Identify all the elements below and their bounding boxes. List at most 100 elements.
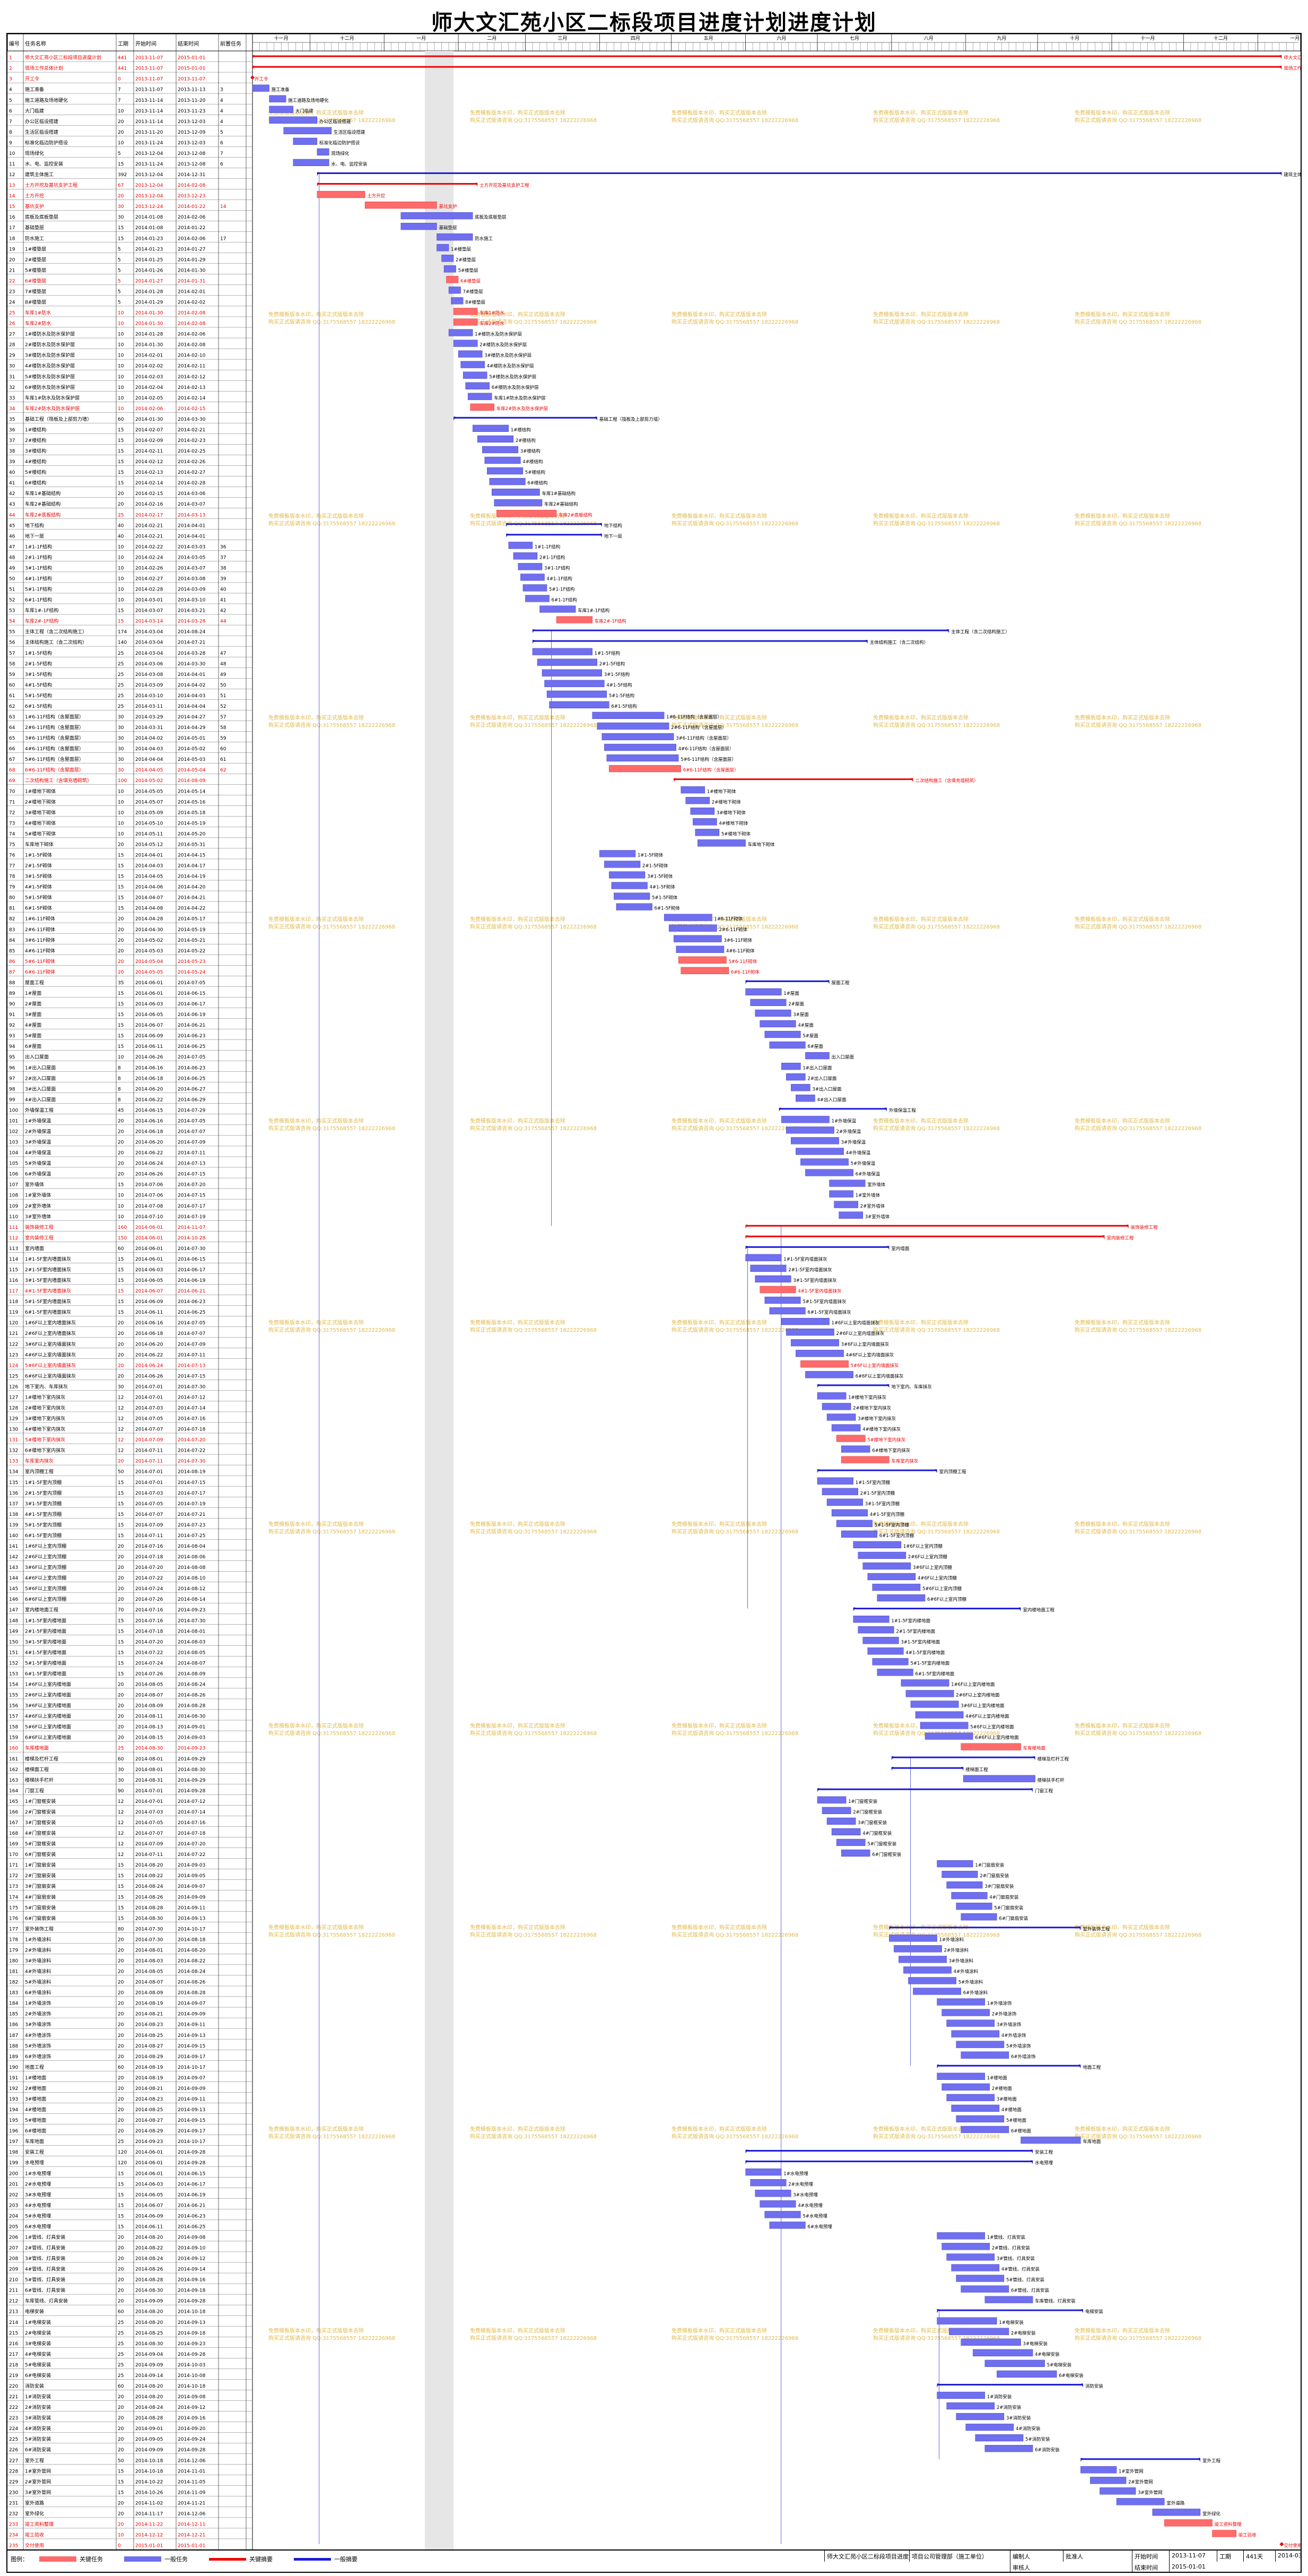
- task-name: 6#外墙涂料: [25, 1990, 51, 1996]
- task-duration: 25: [118, 2373, 124, 2379]
- task-duration: 5: [118, 289, 121, 294]
- task-id: 47: [9, 544, 15, 550]
- task-bar-label: 5#屋面: [803, 1034, 818, 1039]
- task-id: 59: [9, 672, 15, 678]
- summary-bar: [454, 417, 597, 419]
- task-id: 102: [9, 1129, 18, 1134]
- month-label: 九月: [997, 36, 1006, 41]
- task-start: 2014-02-28: [135, 587, 163, 593]
- task-bar-label: 车库2#基础结构: [544, 501, 578, 507]
- info-end-value: 2015-01-01: [1169, 2562, 1217, 2573]
- task-name: 室内墙面: [25, 1245, 44, 1252]
- task-finish: 2014-10-18: [178, 2384, 206, 2389]
- task-duration: 30: [118, 1767, 124, 1773]
- task-start: 2014-06-24: [135, 1363, 163, 1368]
- task-finish: 2014-09-29: [178, 1757, 206, 1762]
- task-name: 3#1-5F室内顶棚: [25, 1501, 62, 1507]
- task-name: 5#6F以上室内顶棚: [25, 1585, 66, 1592]
- watermark-line: 免费模板版本水印，购买正式版版本去除: [672, 1117, 767, 1124]
- task-finish: 2014-07-20: [178, 1438, 206, 1443]
- watermark-line: 免费模板版本水印，购买正式版版本去除: [470, 311, 565, 318]
- task-id: 139: [9, 1523, 18, 1528]
- task-id: 1: [9, 56, 12, 61]
- task-duration: 20: [118, 2267, 124, 2273]
- summary-bar: [674, 778, 913, 780]
- task-bar-label: 3#门窗扇安装: [984, 1884, 1014, 1889]
- task-bar-label: 1#外墙涂料: [939, 1937, 964, 1942]
- task-id: 129: [9, 1417, 18, 1422]
- task-name: 车库1#防水: [25, 310, 51, 316]
- task-pred: 17: [220, 236, 226, 241]
- watermark-line: 免费模板版本水印，购买正式版版本去除: [268, 1319, 364, 1326]
- task-duration: 20: [118, 2246, 124, 2251]
- task-start: 2014-05-07: [135, 800, 163, 805]
- task-start: 2014-06-01: [135, 2161, 163, 2166]
- task-name: 2#管线、灯具安装: [25, 2245, 65, 2251]
- summary-cap-right: [947, 629, 949, 634]
- task-duration: 20: [118, 2501, 124, 2506]
- task-bar: [496, 510, 557, 517]
- task-bar-label: 4#6-11F结构（含屋面层）: [678, 746, 734, 752]
- summary-cap-right: [599, 523, 602, 527]
- task-finish: 2014-05-02: [178, 747, 205, 752]
- task-id: 233: [9, 2522, 18, 2528]
- task-bar: [889, 1935, 937, 1942]
- task-start: 2014-06-20: [135, 1342, 163, 1347]
- task-finish: 2014-10-17: [178, 2139, 205, 2145]
- task-finish: 2014-08-12: [178, 1586, 205, 1592]
- watermark-line: 购买正式版请咨询 QQ:3175568557 18222226968: [1075, 318, 1201, 325]
- task-bar: [1164, 2519, 1213, 2527]
- task-id: 222: [9, 2405, 18, 2410]
- task-bar: [293, 137, 318, 145]
- task-finish: 2014-05-23: [178, 959, 205, 965]
- task-bar: [948, 2328, 1009, 2335]
- task-duration: 20: [118, 1459, 124, 1464]
- task-bar-label: 1#出入口屋面: [803, 1065, 832, 1071]
- summary-cap-left: [745, 1235, 748, 1239]
- task-duration: 20: [118, 1937, 124, 1942]
- task-bar: [764, 2211, 801, 2218]
- task-finish: 2014-12-06: [178, 2458, 206, 2464]
- task-finish: 2014-03-10: [178, 598, 206, 603]
- task-start: 2014-08-20: [135, 2395, 163, 2400]
- watermark-line: 购买正式版请咨询 QQ:3175568557 18222226968: [672, 520, 798, 527]
- watermark-line: 免费模板版本水印，购买正式版版本去除: [672, 1924, 767, 1931]
- task-name: 消防安装: [25, 2383, 44, 2389]
- task-bar-label: 防水施工: [475, 236, 493, 241]
- task-duration: 25: [118, 683, 124, 688]
- task-start: 2014-06-24: [135, 1161, 163, 1167]
- task-id: 99: [9, 1097, 15, 1103]
- task-duration: 15: [118, 1650, 124, 1655]
- task-duration: 20: [118, 1172, 124, 1177]
- task-bar: [697, 839, 746, 847]
- task-bar-label: 1#屋面: [783, 991, 799, 996]
- task-duration: 20: [118, 2416, 124, 2421]
- task-finish: 2014-09-10: [178, 2246, 206, 2251]
- task-bar-label: 1#外墙保温: [832, 1118, 857, 1124]
- task-bar-label: 4#外墙保温: [846, 1150, 871, 1156]
- watermark-line: 购买正式版请咨询 QQ:3175568557 18222226968: [672, 1730, 798, 1737]
- summary-bar: [817, 1469, 937, 1471]
- task-finish: 2014-07-11: [178, 1151, 205, 1156]
- task-bar: [946, 2402, 995, 2410]
- task-name: 5#楼地面: [25, 2117, 46, 2123]
- task-bar: [465, 382, 490, 389]
- task-duration: 20: [118, 2288, 124, 2294]
- task-pred: 36: [220, 544, 226, 550]
- task-bar-label: 4#6-11F砌体: [726, 948, 755, 954]
- watermark-line: 免费模板版本水印，购买正式版版本去除: [873, 109, 969, 116]
- task-duration: 15: [118, 1863, 124, 1868]
- task-bar: [674, 935, 722, 942]
- task-finish: 2014-08-18: [178, 1937, 206, 1942]
- task-finish: 2014-04-15: [178, 853, 205, 858]
- task-id: 169: [9, 1842, 18, 1847]
- task-bar-label: 1#1-5F室内楼地面: [891, 1618, 930, 1624]
- task-bar: [755, 2190, 791, 2197]
- task-finish: 2014-08-08: [178, 1565, 206, 1571]
- task-duration: 20: [118, 502, 124, 507]
- task-id: 130: [9, 1427, 18, 1433]
- task-finish: 2014-07-05: [178, 981, 205, 986]
- task-name: 5#楼地下室内抹灰: [25, 1437, 65, 1443]
- task-duration: 20: [118, 2076, 124, 2081]
- info-end-label: 结束时间: [1132, 2562, 1169, 2573]
